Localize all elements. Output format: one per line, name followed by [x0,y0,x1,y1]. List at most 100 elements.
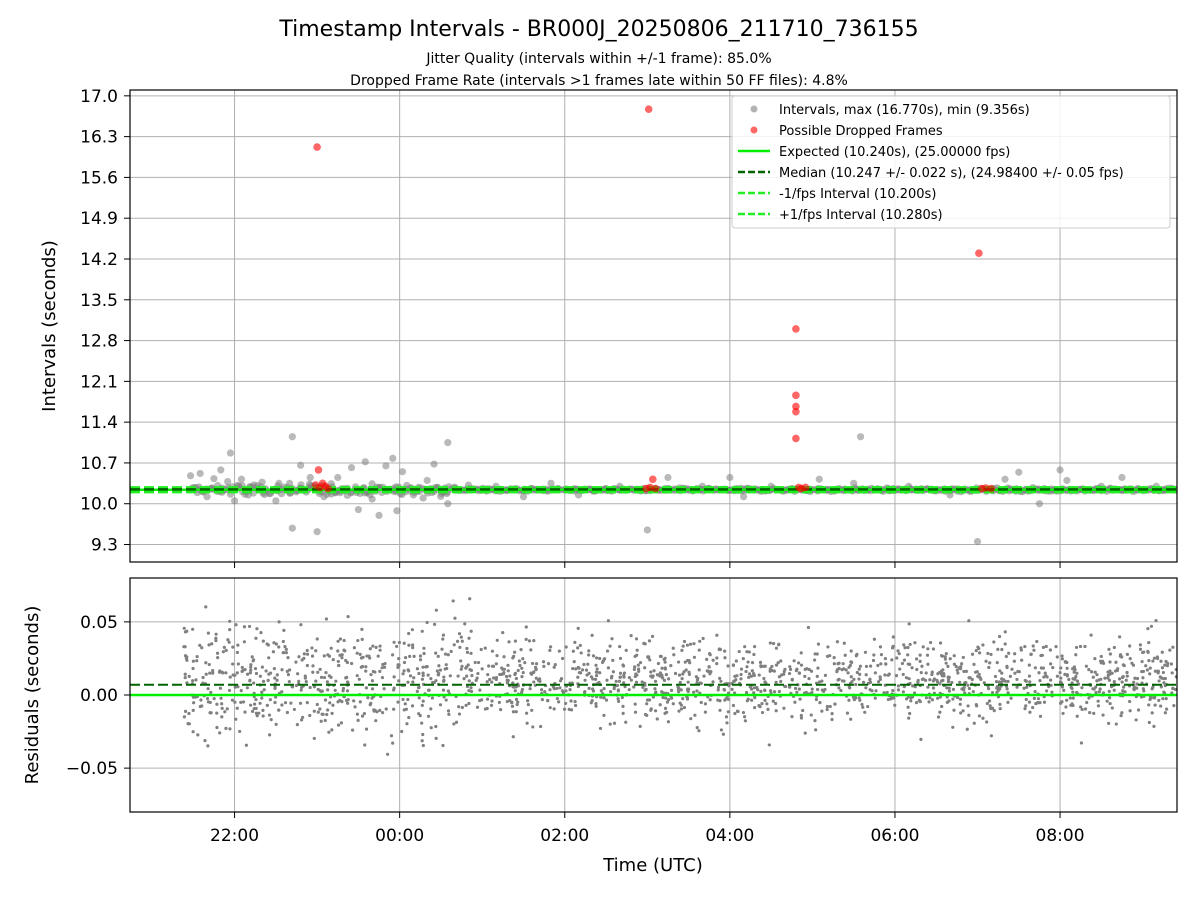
residual-point [374,719,378,723]
residual-point [1135,682,1139,686]
residual-point [555,696,559,701]
residual-point [972,662,976,666]
residual-point [907,622,911,626]
residual-point [681,672,685,676]
residual-point [936,672,940,676]
residual-point [732,679,736,683]
residual-point [974,670,978,674]
residual-point [1112,680,1116,684]
residual-point [299,623,303,627]
residual-point [1110,671,1114,675]
residual-point [998,707,1002,711]
residual-point [274,695,278,699]
residual-point [1165,707,1169,711]
residual-point [1049,678,1053,682]
residual-point [333,688,337,692]
residual-point [849,649,853,653]
residual-point [616,697,620,701]
residual-point [287,679,291,684]
residual-point [516,700,520,704]
residual-point [1172,704,1176,708]
residual-point [444,698,448,702]
residual-point [1118,654,1122,658]
residual-point [931,647,936,651]
residual-point [277,645,281,649]
residual-point [265,703,269,708]
residual-point [539,724,543,729]
residual-point [295,723,299,727]
dropped-frame-point [792,434,800,443]
residual-point [314,649,318,653]
residual-point [787,685,792,689]
residual-point [465,646,469,651]
residual-point [688,642,693,646]
residual-point [243,710,247,714]
residual-point [454,720,459,724]
residual-point [919,737,923,741]
residual-point [296,672,300,676]
residual-point [708,698,712,702]
residual-point [1055,655,1059,659]
residual-point [801,708,805,713]
residual-point [489,703,494,707]
residual-point [914,701,919,705]
residual-point [253,667,258,671]
residual-point [426,714,431,718]
residual-point [885,690,889,695]
residual-point [286,655,290,660]
residual-point [250,709,255,713]
residual-point [1150,711,1154,715]
residual-point [325,680,329,684]
residual-point [627,676,632,680]
residual-point [311,664,315,668]
residual-point [346,615,350,619]
residual-point [998,669,1002,673]
residual-point [950,680,954,685]
residual-point [418,654,423,658]
residual-point [752,652,756,657]
residual-point [261,708,265,712]
residual-point [680,648,684,652]
residual-point [988,661,992,665]
residual-point [611,658,615,662]
residual-point [557,700,561,704]
residual-point [1173,687,1177,692]
residual-point [465,674,469,678]
residual-point [803,674,807,678]
residual-point [460,705,464,710]
residual-point [233,700,237,704]
residual-point [312,736,316,741]
residual-point [610,637,614,641]
residual-point [459,659,463,663]
residual-point [1051,666,1055,670]
residual-point [524,637,528,641]
residual-point [790,715,794,719]
residual-point [460,664,464,668]
residual-point [1157,698,1161,702]
residual-point [878,677,883,681]
residual-point [483,707,487,711]
residual-point [591,677,595,681]
residual-point [432,622,437,626]
residual-point [548,648,552,652]
residual-point [943,657,947,661]
residual-point [1142,650,1146,654]
residual-point [636,667,641,671]
residual-point [267,656,271,660]
residual-point [1044,644,1048,649]
residual-point [254,671,259,676]
residual-point [259,631,263,635]
residual-point [1059,676,1063,680]
residual-point [940,654,945,658]
residual-point [813,652,817,656]
residual-point [211,669,215,673]
residual-point [679,688,683,692]
residual-point [552,707,556,711]
residual-point [1075,690,1079,695]
residual-point [1125,674,1129,678]
residual-point [358,700,362,704]
residual-point [1023,644,1027,649]
residual-point [1015,677,1019,682]
residual-point [382,687,386,691]
residual-point [797,671,802,675]
